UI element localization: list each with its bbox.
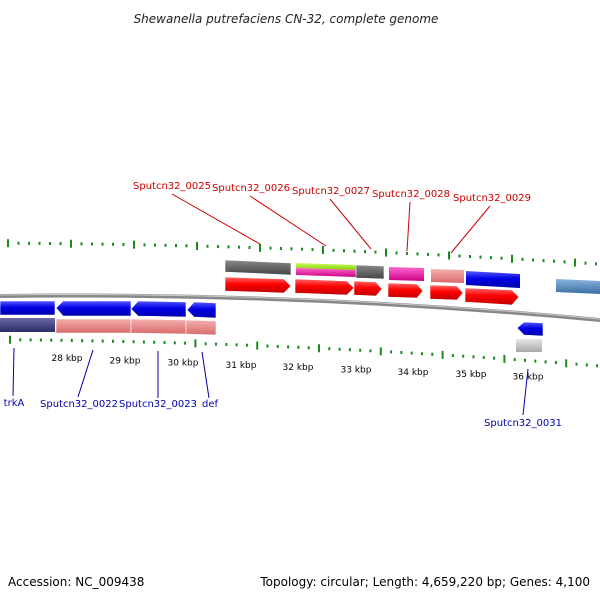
- map-title: Shewanella putrefaciens CN-32, complete …: [134, 12, 439, 26]
- leader-line: [171, 193, 261, 245]
- leader-line: [522, 368, 529, 416]
- reverse-cog-bars: [0, 318, 542, 352]
- cog-bar: [296, 263, 356, 270]
- genome-backbone: [0, 293, 600, 322]
- forward-genes: [224, 276, 520, 306]
- leader-line: [201, 351, 210, 399]
- gene-label-sputcn32-0022[interactable]: Sputcn32_0022: [40, 399, 118, 410]
- leader-line: [450, 205, 491, 254]
- gene-label-sputcn32-0027[interactable]: Sputcn32_0027: [292, 186, 370, 197]
- outer-tick-marks: [7, 239, 597, 267]
- gene-arrow[interactable]: [387, 282, 424, 299]
- cog-bar: [355, 264, 385, 280]
- cog-bar: [130, 318, 187, 335]
- leader-line: [329, 198, 372, 250]
- gene-arrow[interactable]: [516, 321, 544, 337]
- gene-arrow[interactable]: [224, 276, 292, 294]
- accession-text: Accession: NC_009438: [8, 575, 144, 589]
- forward-leader-lines: [171, 193, 491, 254]
- genome-summary-text: Topology: circular; Length: 4,659,220 bp…: [259, 575, 590, 589]
- forward-cog-bars: [224, 259, 600, 294]
- gene-label-def[interactable]: def: [202, 399, 219, 410]
- gene-arrow[interactable]: [353, 280, 383, 297]
- scale-label: 36 kbp: [513, 372, 544, 382]
- gene-arrow[interactable]: [464, 287, 520, 306]
- gene-arrow[interactable]: [294, 278, 355, 296]
- leader-line: [406, 201, 411, 252]
- reverse-leader-lines: [12, 347, 529, 416]
- cog-bar: [431, 269, 464, 283]
- gene-label-sputcn32-0025[interactable]: Sputcn32_0025: [133, 181, 211, 192]
- cog-bar: [296, 268, 356, 277]
- cog-bar: [0, 318, 55, 332]
- scale-label: 31 kbp: [226, 361, 257, 371]
- scale-label: 30 kbp: [168, 359, 199, 369]
- cog-bar: [224, 259, 292, 276]
- cog-bar: [185, 319, 217, 336]
- gene-label-sputcn32-0028[interactable]: Sputcn32_0028: [372, 189, 450, 200]
- gene-arrow[interactable]: [55, 300, 132, 317]
- cog-bar: [516, 339, 542, 352]
- leader-line: [12, 347, 15, 397]
- gene-label-sputcn32-0023[interactable]: Sputcn32_0023: [119, 399, 197, 410]
- scale-label: 33 kbp: [341, 366, 372, 376]
- leader-line: [249, 195, 327, 247]
- gene-arrow[interactable]: [186, 301, 217, 319]
- gene-label-sputcn32-0029[interactable]: Sputcn32_0029: [453, 193, 531, 204]
- inner-tick-marks: [9, 335, 599, 368]
- gene-arrow[interactable]: [429, 284, 464, 301]
- reverse-genes: [0, 300, 544, 337]
- leader-line: [77, 349, 94, 398]
- scale-label: 28 kbp: [52, 354, 83, 364]
- gene-arrow[interactable]: [0, 300, 56, 316]
- scale-label: 29 kbp: [110, 356, 141, 366]
- cog-bar: [466, 271, 520, 288]
- cog-bar: [55, 318, 132, 334]
- scale-label: 34 kbp: [398, 368, 429, 378]
- cog-bar: [389, 267, 424, 281]
- scale-label: 32 kbp: [283, 363, 314, 373]
- cog-bar: [556, 279, 600, 294]
- scale-labels: 28 kbp 29 kbp 30 kbp 31 kbp 32 kbp 33 kbp 34 k…: [52, 354, 544, 382]
- gene-label-sputcn32-0031[interactable]: Sputcn32_0031: [484, 418, 562, 429]
- gene-label-sputcn32-0026[interactable]: Sputcn32_0026: [212, 183, 290, 194]
- scale-label: 35 kbp: [456, 370, 487, 380]
- gene-label-trka[interactable]: trkA: [4, 398, 25, 409]
- gene-arrow[interactable]: [130, 300, 187, 318]
